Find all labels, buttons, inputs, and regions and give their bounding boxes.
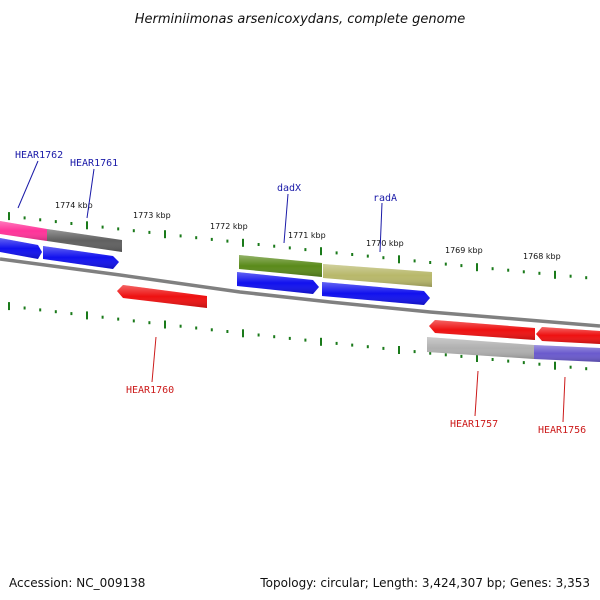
label-dadx[interactable]: dadX	[277, 183, 301, 194]
label-hear1757[interactable]: HEAR1757	[450, 419, 498, 430]
tick-label-1768: 1768 kbp	[523, 252, 561, 261]
gene-shading-inner	[427, 337, 600, 362]
label-hear1761[interactable]: HEAR1761	[70, 158, 118, 169]
scale-ticks-lower	[8, 302, 588, 371]
gene-shading-red	[117, 285, 600, 344]
tick-label-1770: 1770 kbp	[366, 239, 404, 248]
leader-dadx	[283, 193, 289, 244]
gene-shading-blue	[0, 238, 430, 305]
label-hear1762[interactable]: HEAR1762	[15, 150, 63, 161]
label-hear1756[interactable]: HEAR1756	[538, 425, 586, 436]
leader-hear1760	[151, 336, 157, 383]
leader-hear1762	[17, 160, 39, 209]
leader-rada	[379, 202, 383, 253]
tick-label-1772: 1772 kbp	[210, 222, 248, 231]
label-rada[interactable]: radA	[373, 193, 397, 204]
leader-hear1757	[474, 370, 479, 417]
tick-label-1773: 1773 kbp	[133, 211, 171, 220]
scale-ticks-upper	[8, 212, 588, 280]
map-title: Herminiimonas arsenicoxydans, complete g…	[135, 12, 465, 27]
tick-label-1771: 1771 kbp	[288, 231, 326, 240]
leader-hear1761	[86, 168, 95, 219]
tick-label-1774: 1774 kbp	[55, 201, 93, 210]
genome-backbone	[0, 257, 600, 328]
leader-hear1756	[562, 376, 566, 423]
tick-label-1769: 1769 kbp	[445, 246, 483, 255]
gene-shading-outer	[0, 221, 432, 287]
label-hear1760[interactable]: HEAR1760	[126, 385, 174, 396]
topology-text: Topology: circular; Length: 3,424,307 bp…	[259, 576, 590, 590]
accession-text: Accession: NC_009138	[9, 576, 145, 590]
